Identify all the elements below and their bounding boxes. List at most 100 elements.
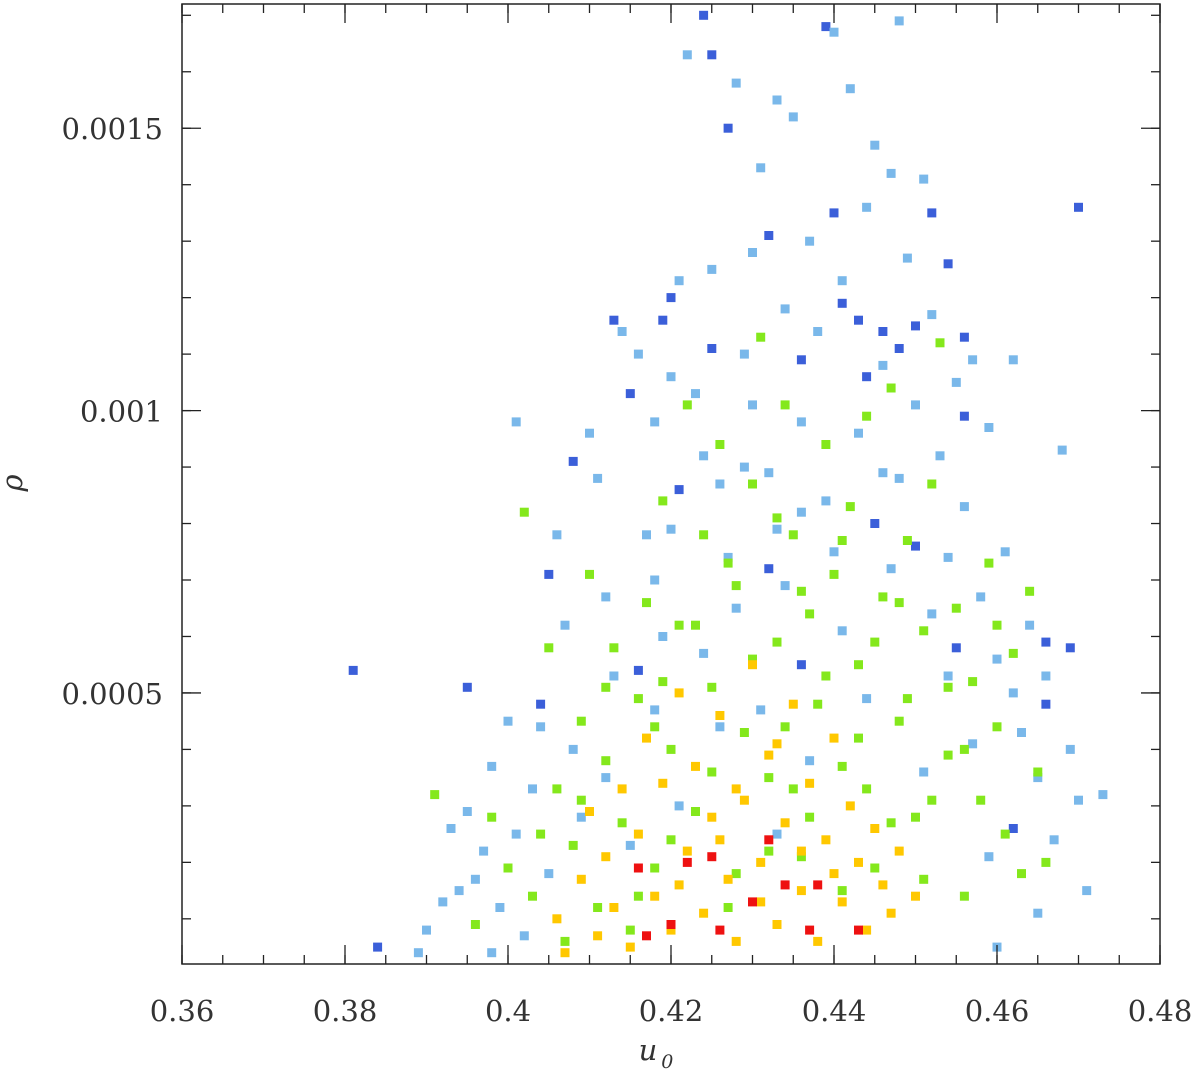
data-point-s2-23 — [682, 400, 692, 410]
data-point-s3-48 — [731, 784, 741, 794]
data-point-s0-1 — [373, 942, 383, 952]
data-point-s1-47 — [813, 327, 823, 336]
data-point-s2-85 — [870, 637, 880, 647]
data-point-s1-44 — [788, 112, 798, 122]
data-point-s3-47 — [829, 869, 839, 879]
data-point-s4-9 — [805, 925, 815, 935]
data-point-s2-10 — [576, 716, 586, 726]
data-point-s3-49 — [772, 739, 782, 749]
data-point-s2-32 — [756, 332, 766, 342]
data-point-s1-64 — [943, 552, 953, 562]
data-point-s0-0 — [348, 665, 358, 675]
data-point-s2-69 — [731, 869, 741, 879]
data-point-s1-20 — [609, 671, 619, 681]
data-point-s2-56 — [951, 603, 961, 613]
data-point-s2-92 — [601, 682, 611, 692]
data-point-s3-6 — [609, 903, 619, 912]
data-point-s1-66 — [959, 502, 969, 512]
data-point-s3-42 — [911, 891, 920, 901]
data-point-s3-15 — [682, 846, 692, 856]
data-point-s1-41 — [772, 95, 782, 105]
data-point-s1-96 — [780, 581, 790, 591]
points-layer — [348, 10, 1108, 958]
data-point-s1-107 — [715, 722, 725, 732]
data-point-s2-13 — [601, 756, 611, 766]
data-point-s4-11 — [854, 925, 863, 935]
data-point-s4-2 — [666, 920, 676, 929]
data-point-s1-69 — [984, 423, 994, 432]
data-point-s1-40 — [764, 468, 774, 478]
data-point-s2-65 — [1025, 586, 1035, 596]
data-point-s2-93 — [576, 795, 586, 805]
data-point-s1-103 — [968, 739, 978, 749]
x-axis-label-subscript: 0 — [661, 1051, 673, 1073]
data-point-s3-26 — [772, 920, 782, 929]
data-point-s2-42 — [837, 761, 847, 771]
data-point-s4-1 — [642, 931, 651, 941]
data-point-s2-17 — [633, 694, 643, 704]
data-point-s0-3 — [536, 699, 546, 709]
data-point-s2-21 — [666, 744, 676, 754]
data-point-s1-38 — [748, 400, 757, 410]
data-point-s2-30 — [739, 728, 749, 737]
data-point-s2-61 — [992, 722, 1002, 732]
data-point-s3-27 — [780, 818, 790, 828]
data-point-s1-89 — [503, 716, 513, 726]
data-point-s1-26 — [658, 632, 668, 641]
data-point-s3-8 — [625, 942, 635, 952]
data-point-s2-58 — [968, 677, 978, 687]
data-point-s2-51 — [911, 812, 920, 822]
data-point-s0-35 — [674, 485, 684, 495]
tick-labels: 0.36 0.38 0.4 0.42 0.44 0.46 0.48 0.0005 0.001 0.… — [62, 112, 1193, 1028]
data-point-s2-88 — [837, 536, 847, 545]
data-point-s2-55 — [943, 750, 953, 760]
y-axis-label: ρ — [0, 474, 29, 492]
data-point-s1-13 — [552, 530, 562, 540]
data-point-s1-106 — [772, 829, 782, 839]
data-point-s1-31 — [699, 451, 709, 461]
data-point-s3-31 — [813, 936, 823, 946]
data-point-s2-89 — [894, 598, 904, 608]
data-point-s1-28 — [674, 276, 684, 286]
data-point-s0-5 — [568, 456, 578, 466]
data-point-s0-27 — [666, 293, 676, 303]
data-point-s1-52 — [854, 428, 863, 438]
data-point-s1-4 — [462, 807, 472, 816]
data-point-s1-53 — [862, 202, 872, 212]
data-point-s1-63 — [935, 451, 945, 461]
data-point-s0-38 — [951, 643, 961, 653]
data-point-s2-39 — [813, 699, 823, 709]
data-point-s2-67 — [1041, 857, 1051, 867]
data-point-s0-2 — [462, 682, 472, 692]
data-point-s2-8 — [560, 936, 570, 946]
data-point-s1-97 — [805, 756, 815, 766]
data-point-s1-105 — [1008, 688, 1018, 698]
data-point-s3-2 — [576, 874, 586, 884]
data-point-s1-72 — [1008, 355, 1018, 365]
data-point-s1-80 — [1074, 795, 1083, 805]
data-point-s3-22 — [739, 795, 749, 805]
data-point-s1-25 — [650, 705, 660, 715]
data-point-s2-57 — [959, 891, 969, 901]
data-point-s1-82 — [1098, 790, 1108, 800]
data-point-s1-1 — [422, 925, 431, 935]
data-point-s1-3 — [454, 886, 464, 896]
data-point-s0-14 — [829, 208, 839, 218]
data-point-s2-0 — [430, 790, 440, 800]
x-tick-label: 0.36 — [150, 994, 215, 1028]
data-point-s2-94 — [536, 829, 546, 839]
data-point-s2-71 — [633, 891, 643, 901]
data-point-s2-45 — [862, 411, 872, 421]
data-point-s1-91 — [625, 840, 635, 850]
data-point-s1-85 — [519, 931, 529, 941]
data-point-s4-3 — [682, 857, 692, 867]
data-point-s2-25 — [699, 530, 709, 540]
data-point-s2-60 — [984, 558, 994, 568]
data-point-s1-104 — [984, 852, 994, 862]
data-point-s2-73 — [837, 886, 847, 896]
data-point-s2-2 — [487, 812, 497, 822]
data-point-s2-41 — [829, 569, 839, 579]
data-point-s0-34 — [764, 564, 774, 574]
data-point-s1-61 — [919, 174, 929, 184]
